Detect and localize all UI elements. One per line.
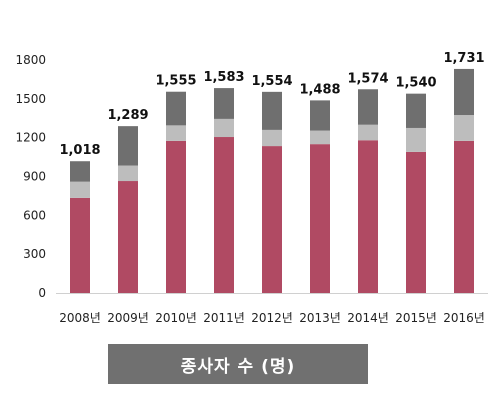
bar-segment [454, 115, 474, 141]
y-tick-label: 300 [23, 247, 46, 261]
y-tick-label: 0 [38, 286, 46, 300]
bar-segment [70, 197, 90, 293]
bar-segment [358, 124, 378, 141]
x-tick-label: 2010년 [155, 311, 197, 325]
total-labels: 1,018 1,289 1,555 1,583 1,554 1,488 1,574 1,540… [59, 51, 484, 158]
bar-segment [166, 140, 186, 293]
x-tick-label: 2012년 [251, 311, 293, 325]
y-tick-label: 1500 [15, 92, 46, 106]
total-label: 1,555 [155, 74, 196, 89]
bar-segment [214, 137, 234, 293]
bar-segment [166, 91, 186, 126]
bar-segment [118, 165, 138, 182]
total-label: 1,554 [251, 74, 292, 89]
bar-segment [118, 181, 138, 293]
x-tick-label: 2008년 [59, 311, 101, 325]
x-tick-label: 2016년 [443, 311, 485, 325]
bar-segment [406, 127, 426, 152]
bar-segment [310, 144, 330, 293]
total-label: 1,574 [347, 71, 388, 86]
bar-segment [262, 146, 282, 293]
total-label: 1,583 [203, 70, 244, 85]
y-axis: 0 300 600 900 1200 1500 1800 [15, 53, 46, 300]
bar-segment [214, 118, 234, 138]
total-label: 1,018 [59, 143, 100, 158]
bar-segment [70, 161, 90, 182]
y-tick-label: 1200 [15, 131, 46, 145]
bar-segment [118, 126, 138, 166]
x-axis: 2008년 2009년 2010년 2011년 2012년 2013년 2014년 2015년… [56, 293, 488, 325]
bars [70, 68, 474, 293]
x-tick-label: 2014년 [347, 311, 389, 325]
bar-segment [358, 140, 378, 293]
total-label: 1,731 [443, 51, 484, 66]
y-tick-label: 600 [23, 208, 46, 222]
bar-segment [454, 140, 474, 293]
total-label: 1,540 [395, 76, 436, 91]
bar-segment [310, 100, 330, 131]
y-tick-label: 1800 [15, 53, 46, 67]
bar-segment [406, 151, 426, 293]
bar-segment [262, 129, 282, 147]
bar-segment [166, 125, 186, 141]
bar-segment [214, 88, 234, 119]
x-tick-label: 2015년 [395, 311, 437, 325]
bar-segment [406, 93, 426, 128]
x-tick-label: 2009년 [107, 311, 149, 325]
bar-segment [454, 68, 474, 116]
bar-segment [70, 181, 90, 198]
total-label: 1,488 [299, 82, 340, 97]
chart-caption: 종사자 수 (명) [108, 344, 368, 384]
bar-segment [358, 89, 378, 125]
x-tick-label: 2013년 [299, 311, 341, 325]
x-tick-label: 2011년 [203, 311, 245, 325]
total-label: 1,289 [107, 108, 148, 123]
bar-segment [262, 91, 282, 130]
y-tick-label: 900 [23, 170, 46, 184]
bar-segment [310, 130, 330, 145]
